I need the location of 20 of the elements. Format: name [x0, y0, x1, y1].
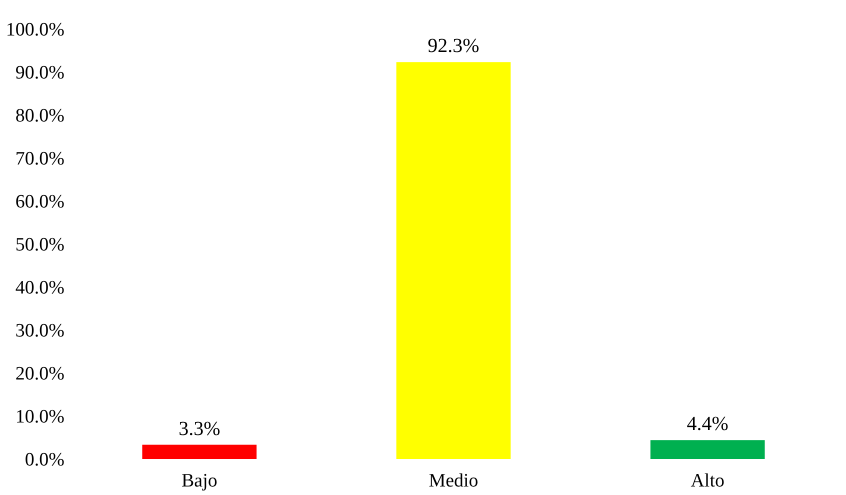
y-tick-label: 50.0% [15, 234, 65, 256]
data-label: 3.3% [178, 418, 220, 440]
y-tick-label: 0.0% [24, 450, 65, 470]
bar [650, 440, 765, 459]
bar [142, 444, 257, 459]
data-label: 4.4% [686, 413, 728, 436]
data-label: 92.3% [428, 35, 480, 58]
bar [396, 62, 511, 459]
x-tick-label: Bajo [181, 470, 218, 492]
y-tick-label: 60.0% [15, 192, 65, 212]
y-tick-label: 100.0% [6, 20, 65, 40]
y-tick-label: 90.0% [15, 62, 65, 84]
y-tick-label: 40.0% [15, 278, 65, 298]
y-tick-label: 10.0% [15, 406, 65, 428]
x-tick-label: Medio [428, 470, 478, 492]
y-tick-label: 20.0% [15, 364, 65, 384]
y-tick-label: 70.0% [15, 148, 65, 170]
y-tick-label: 80.0% [15, 106, 65, 126]
x-tick-label: Alto [690, 470, 724, 492]
y-tick-label: 30.0% [15, 320, 65, 342]
